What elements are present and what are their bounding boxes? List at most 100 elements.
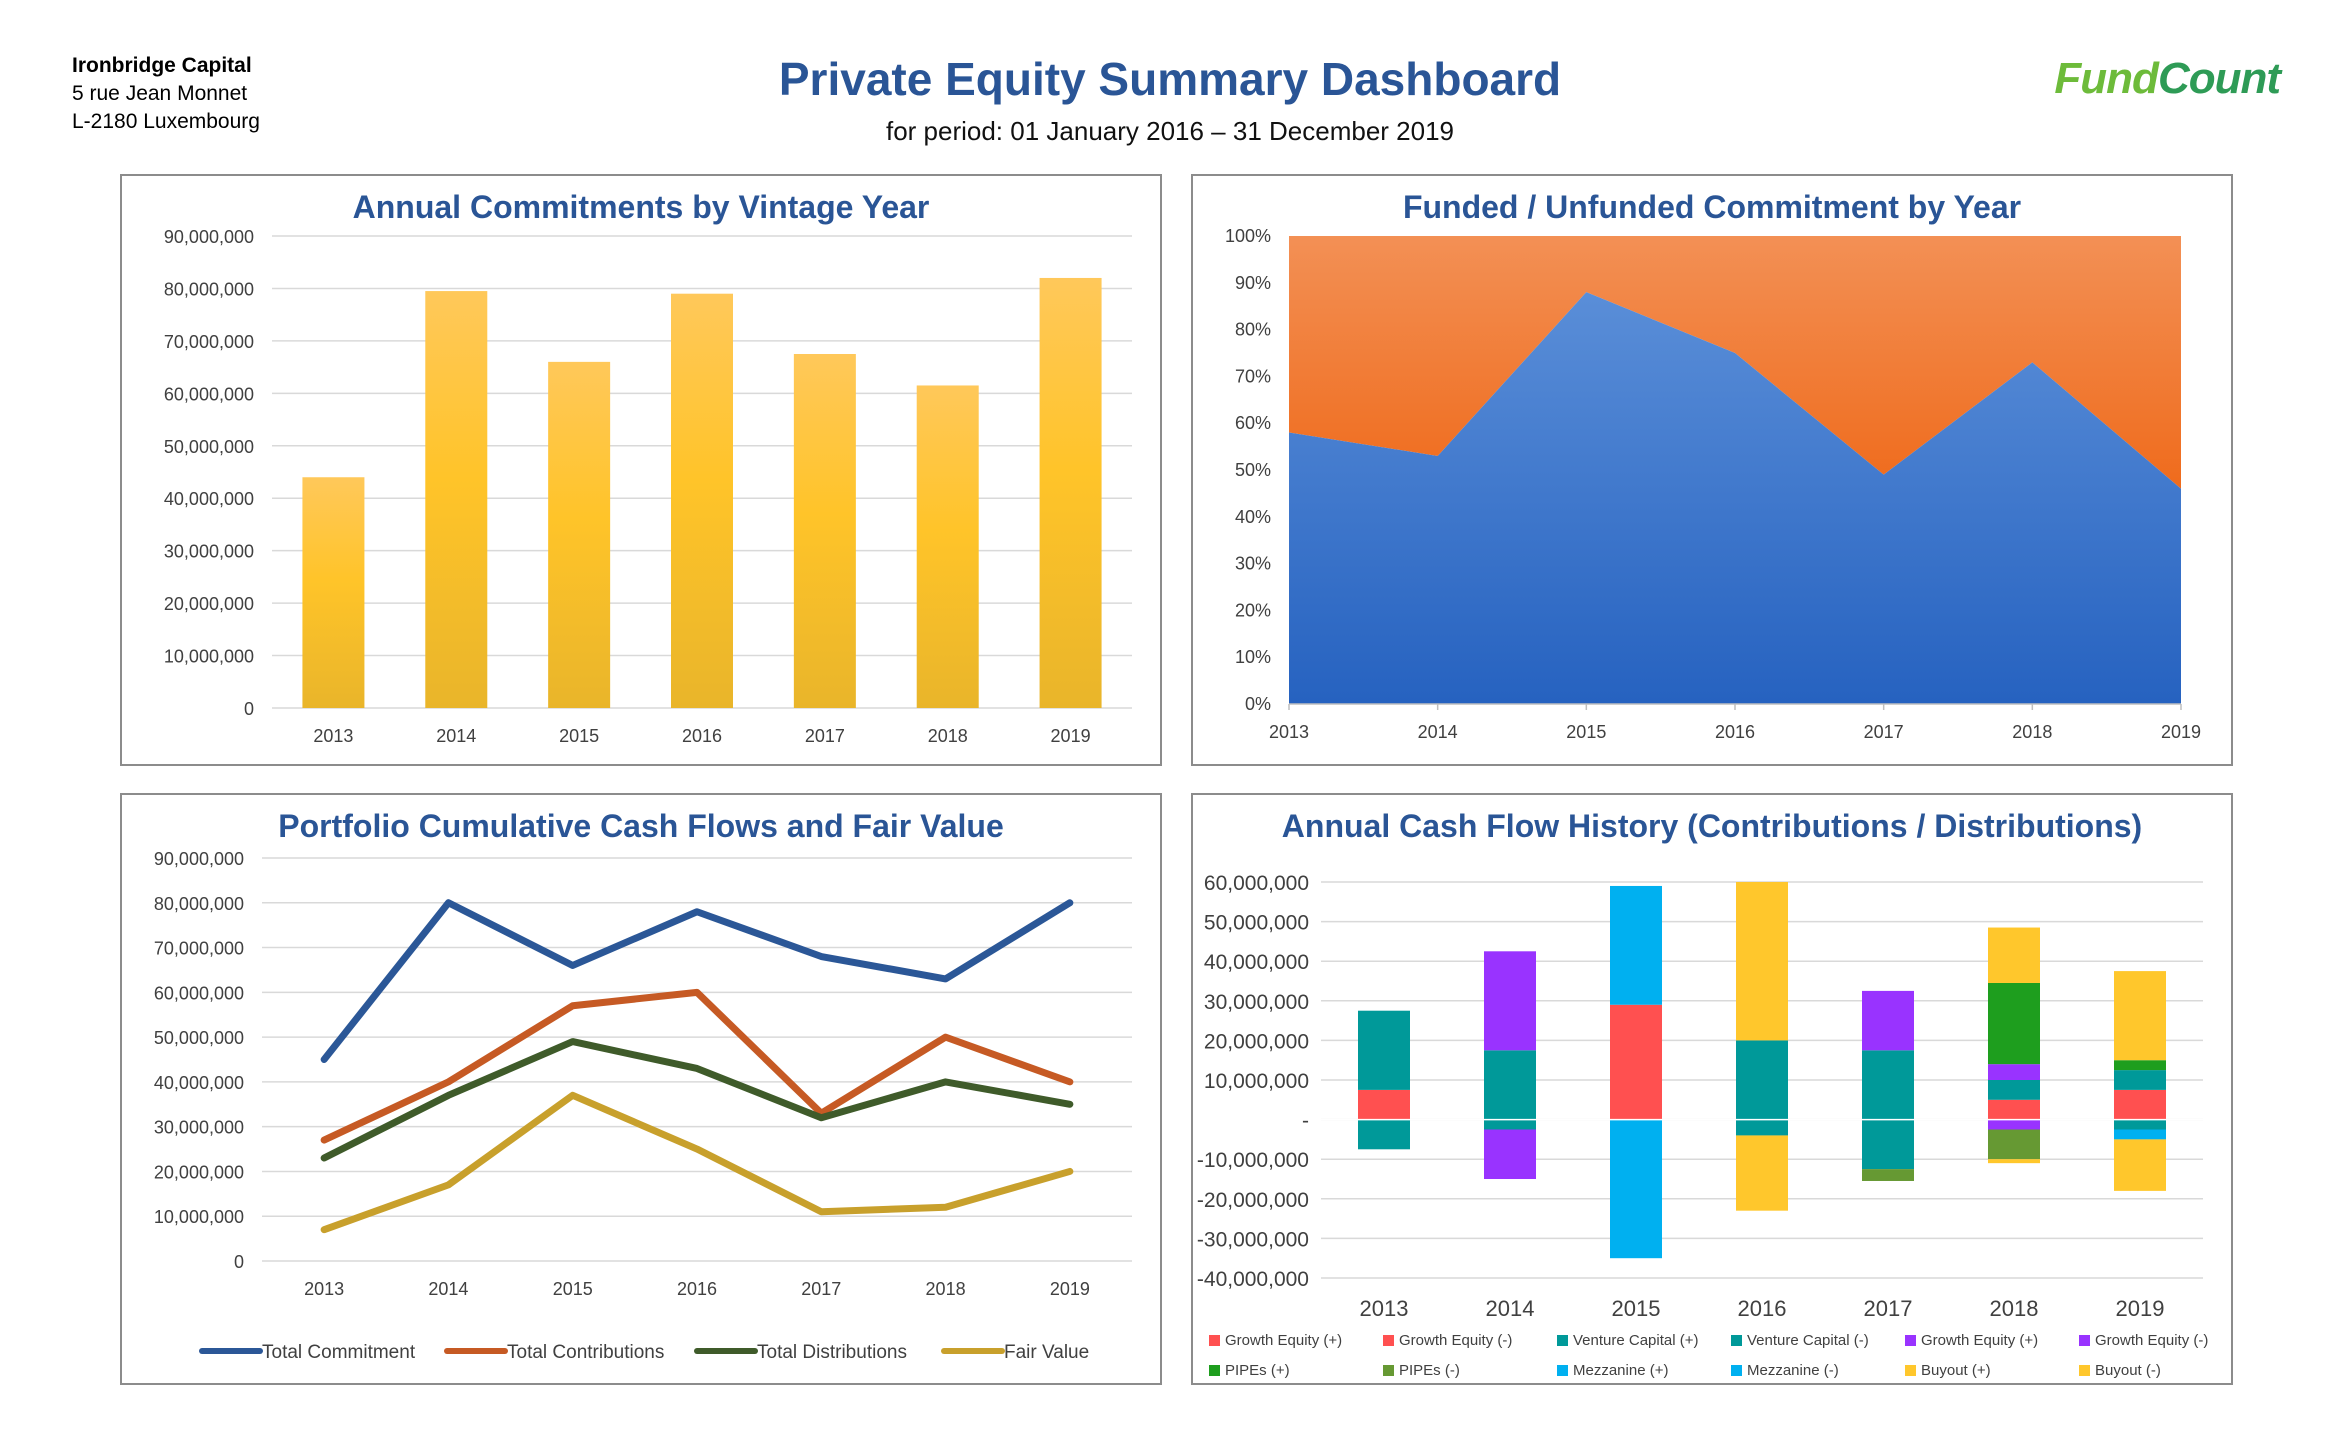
- series-line-total-distributions: [320, 1038, 1074, 1162]
- chart-title: Portfolio Cumulative Cash Flows and Fair…: [278, 808, 1003, 844]
- company-address: Ironbridge Capital 5 rue Jean Monnet L-2…: [72, 52, 260, 136]
- bar-segment-growth-equity-2018: [1988, 1064, 2040, 1080]
- bar-segment-buyout-2019: [2114, 1139, 2166, 1191]
- bar-2015: [548, 361, 611, 708]
- y-tick-label: 0: [244, 699, 254, 719]
- legend-label-pipes: PIPEs (-): [1399, 1362, 1460, 1379]
- x-tick-label: 2016: [682, 726, 722, 746]
- bar-segment-venture-capital-2016: [1736, 1040, 1788, 1120]
- bar-segment-buyout-2016: [1736, 882, 1788, 1041]
- legend-swatch-growth-equity: [1383, 1335, 1394, 1346]
- x-tick-label: 2014: [1418, 722, 1458, 742]
- x-tick-label: 2018: [1990, 1296, 2039, 1321]
- x-tick-label: 2016: [677, 1279, 717, 1299]
- bar-segment-venture-capital-2017: [1862, 1050, 1914, 1120]
- bar-segment-venture-capital-2018: [1988, 1080, 2040, 1100]
- bar-segment-growth-equity-2018: [1988, 1119, 2040, 1130]
- bar-2017: [793, 354, 856, 708]
- bar-segment-venture-capital-2013: [1358, 1119, 1410, 1150]
- y-tick-label: 50%: [1235, 460, 1271, 480]
- bar-segment-pipes-2018: [1988, 982, 2040, 1065]
- legend-swatch-buyout: [2079, 1365, 2090, 1376]
- chart-funded-unfunded: Funded / Unfunded Commitment by Year 0% 10…: [1225, 189, 2201, 742]
- legend-swatch-buyout: [1905, 1365, 1916, 1376]
- x-tick-label: 2017: [805, 726, 845, 746]
- x-tick-label: 2018: [928, 726, 968, 746]
- y-tick-label: 90,000,000: [154, 849, 244, 869]
- legend-label-pipes: PIPEs (+): [1225, 1362, 1290, 1379]
- y-tick-label: 10%: [1235, 647, 1271, 667]
- y-tick-label: 0: [234, 1252, 244, 1272]
- bar-segment-buyout-2018: [1988, 1159, 2040, 1164]
- y-tick-label: 80%: [1235, 320, 1271, 340]
- legend-swatch-mezzanine: [1731, 1365, 1742, 1376]
- x-tick-label: 2015: [1612, 1296, 1661, 1321]
- bar-segment-venture-capital-2013: [1358, 1010, 1410, 1090]
- bar-segment-venture-capital-2014: [1484, 1119, 1536, 1130]
- y-tick-label: 60,000,000: [164, 384, 254, 404]
- x-tick-label: 2014: [1486, 1296, 1535, 1321]
- bar-segment-growth-equity-2013: [1358, 1089, 1410, 1120]
- x-tick-label: 2013: [1360, 1296, 1409, 1321]
- y-tick-label: 80,000,000: [164, 279, 254, 299]
- x-tick-label: 2016: [1715, 722, 1755, 742]
- legend-label-mezzanine: Mezzanine (+): [1573, 1362, 1668, 1379]
- bar-segment-pipes-2019: [2114, 1060, 2166, 1071]
- bar-segment-growth-equity-2018: [1988, 1099, 2040, 1120]
- bar-2013: [302, 477, 365, 708]
- bar-segment-venture-capital-2017: [1862, 1119, 1914, 1170]
- area-funded: [1289, 292, 2181, 704]
- fundcount-logo: FundCount: [2054, 54, 2281, 104]
- y-tick-label: 30,000,000: [1204, 991, 1309, 1014]
- x-tick-label: 2015: [559, 726, 599, 746]
- bar-segment-venture-capital-2019: [2114, 1119, 2166, 1130]
- y-tick-label: 40,000,000: [154, 1073, 244, 1093]
- bar-segment-growth-equity-2014: [1484, 951, 1536, 1051]
- legend-swatch-pipes: [1383, 1365, 1394, 1376]
- y-tick-label: 70%: [1235, 366, 1271, 386]
- y-tick-label: 0%: [1245, 694, 1271, 714]
- y-tick-label: 20,000,000: [1204, 1030, 1309, 1053]
- y-tick-label: 60,000,000: [154, 983, 244, 1003]
- x-tick-label: 2016: [1738, 1296, 1787, 1321]
- bar-segment-mezzanine-2015: [1610, 885, 1662, 1005]
- address-line-2: L-2180 Luxembourg: [72, 110, 260, 133]
- legend-label-fair-value: Fair Value: [1004, 1342, 1089, 1363]
- y-tick-label: 10,000,000: [164, 647, 254, 667]
- legend-swatch-pipes: [1209, 1365, 1220, 1376]
- chart-annual-cash-flow-history: Annual Cash Flow History (Contributions …: [1197, 808, 2208, 1379]
- x-tick-label: 2013: [313, 726, 353, 746]
- y-tick-label: -30,000,000: [1197, 1228, 1309, 1251]
- legend-swatch-growth-equity: [1209, 1335, 1220, 1346]
- series-line-fair-value: [320, 1091, 1074, 1234]
- chart-cumulative-cash-flows: Portfolio Cumulative Cash Flows and Fair…: [154, 808, 1132, 1363]
- bar-segment-venture-capital-2016: [1736, 1119, 1788, 1136]
- chart-annual-commitments: Annual Commitments by Vintage Year 0 10,00…: [164, 189, 1132, 746]
- legend-swatch-growth-equity: [1905, 1335, 1916, 1346]
- legend-label-growth-equity: Growth Equity (+): [1921, 1332, 2038, 1349]
- y-tick-label: 50,000,000: [154, 1028, 244, 1048]
- bar-2016: [671, 293, 733, 708]
- y-tick-label: 90%: [1235, 273, 1271, 293]
- bar-segment-growth-equity-2019: [2114, 1089, 2166, 1120]
- legend-label-total-distributions: Total Distributions: [757, 1342, 907, 1363]
- x-tick-label: 2015: [553, 1279, 593, 1299]
- company-name: Ironbridge Capital: [72, 54, 252, 77]
- series-line-total-commitment: [320, 899, 1074, 1063]
- x-tick-label: 2019: [2161, 722, 2201, 742]
- y-tick-label: 10,000,000: [154, 1207, 244, 1227]
- y-tick-label: 70,000,000: [164, 332, 254, 352]
- y-tick-label: 60%: [1235, 413, 1271, 433]
- logo-part-count: Count: [2157, 54, 2281, 103]
- bar-2019: [1039, 277, 1102, 708]
- bar-2018: [916, 385, 979, 708]
- x-tick-label: 2019: [1050, 1279, 1090, 1299]
- y-tick-label: 30,000,000: [164, 542, 254, 562]
- bar-segment-growth-equity-2015: [1610, 1004, 1662, 1120]
- x-tick-label: 2017: [1864, 1296, 1913, 1321]
- y-tick-label: 40,000,000: [1204, 951, 1309, 974]
- legend-swatch-venture-capital: [1557, 1335, 1568, 1346]
- x-tick-label: 2017: [1864, 722, 1904, 742]
- y-tick-label: -10,000,000: [1197, 1149, 1309, 1172]
- y-tick-label: 20,000,000: [154, 1162, 244, 1182]
